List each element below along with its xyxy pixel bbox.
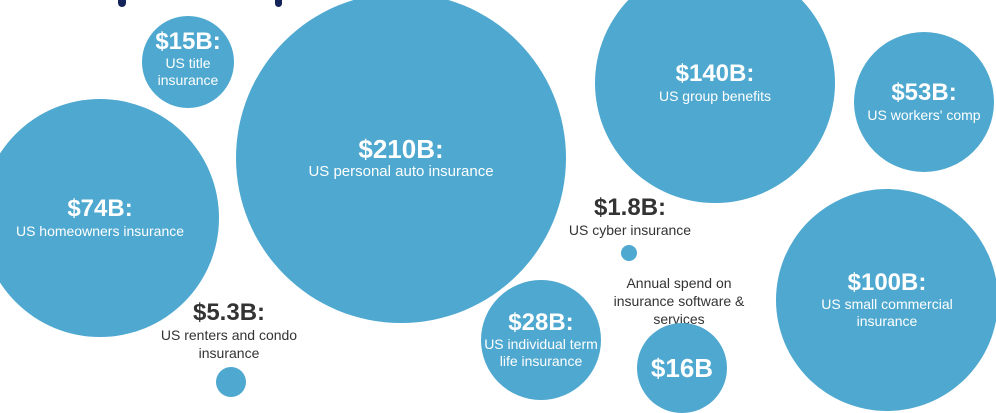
bubble-category-label: US renters and condo	[160, 327, 298, 344]
bubble-value-label: $28B:	[508, 309, 574, 336]
bubble-category-label: US group benefits	[658, 87, 772, 104]
bubble-category-label: US title	[165, 55, 211, 72]
bubble-category-label: insurance	[856, 313, 918, 330]
bubble-value-label: $100B:	[847, 269, 927, 296]
bubble-category-label: insurance	[157, 72, 219, 89]
bubble	[621, 245, 637, 261]
bubble-value-label: $16B	[650, 352, 714, 383]
bubble-value-label: $53B:	[891, 79, 957, 107]
bubble: $210B: US personal auto insurance	[236, 0, 566, 323]
bubble-value-label: $5.3B:	[192, 299, 266, 326]
bubble-value-label: $74B:	[67, 195, 133, 223]
bubble-category-label: US personal auto insurance	[308, 163, 494, 181]
annotation-line: services	[653, 311, 705, 327]
bubble-category-label: US small commercial	[821, 296, 953, 313]
bubble: $28B: US individual term life insurance	[481, 280, 601, 400]
bubble-annotation: $5.3B: US renters and condo insurance	[160, 299, 298, 362]
bubble-value-label: $1.8B:	[593, 194, 667, 221]
bubble-value-label: $140B:	[675, 60, 755, 88]
bubble-category-label: life insurance	[499, 353, 583, 370]
bubble: $74B: US homeowners insurance	[0, 99, 219, 337]
bubble-category-label: US individual term	[484, 336, 598, 353]
annotation-line: Annual spend on	[626, 275, 732, 291]
bubble-annotation: $1.8B: US cyber insurance	[568, 194, 692, 239]
bubble-category-label: insurance	[198, 345, 260, 362]
bubble-category-label: US cyber insurance	[568, 222, 692, 239]
bubble: $53B: US workers' comp	[854, 32, 994, 172]
bubble-category-label: US homeowners insurance	[15, 222, 185, 239]
bubble-value-label: $210B:	[358, 133, 444, 164]
title-fragment	[275, 0, 282, 7]
bubble: $16B	[637, 323, 727, 413]
bubble-category-label: US workers' comp	[867, 106, 981, 123]
bubble: $100B: US small commercial insurance	[776, 189, 996, 411]
bubble-annotation: Annual spend on insurance software & servi…	[614, 274, 745, 328]
bubble: $140B: US group benefits	[595, 0, 835, 203]
title-fragment	[118, 0, 126, 7]
bubble	[216, 367, 246, 397]
annotation-line: insurance software &	[613, 293, 745, 309]
bubble: $15B: US title insurance	[142, 16, 234, 108]
bubble-value-label: $15B:	[155, 28, 221, 55]
